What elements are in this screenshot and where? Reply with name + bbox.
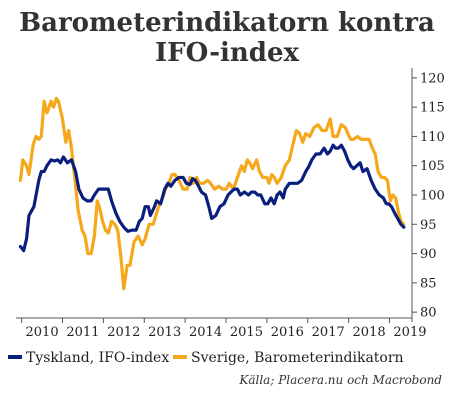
- legend-label-sverige: Sverige, Barometerindikatorn: [191, 350, 404, 366]
- legend: Tyskland, IFO-index Sverige, Barometerin…: [8, 350, 404, 366]
- legend-label-tyskland: Tyskland, IFO-index: [26, 350, 169, 366]
- y-tick-label: 90: [420, 247, 437, 262]
- y-tick-label: 120: [420, 71, 445, 86]
- y-tick-label: 80: [420, 306, 437, 321]
- y-tick-label: 85: [420, 276, 437, 291]
- x-axis: 2010 2011 2012 2013 2014 2015 2016 2017 2018 2019: [16, 317, 427, 340]
- x-tick-label: 2018: [353, 325, 386, 340]
- x-tick-label: 2011: [66, 325, 99, 340]
- y-tick-label: 105: [420, 159, 445, 174]
- chart-title-line-1: Barometerindikatorn kontra: [19, 8, 435, 38]
- y-tick-label: 110: [420, 130, 445, 145]
- y-tick-label: 100: [420, 189, 445, 204]
- x-tick-label: 2016: [271, 325, 304, 340]
- x-tick-label: 2015: [230, 325, 263, 340]
- plot-area: [18, 96, 406, 291]
- x-tick-label: 2013: [148, 325, 181, 340]
- x-tick-label: 2017: [312, 325, 345, 340]
- series-line-sverige: [18, 96, 406, 291]
- x-tick-label: 2012: [107, 325, 140, 340]
- series-line-tyskland: [18, 143, 406, 253]
- chart-title-line-2: IFO-index: [155, 38, 300, 68]
- x-tick-label: 2019: [393, 325, 426, 340]
- x-tick-label: 2010: [26, 325, 59, 340]
- y-axis: 80 85 90 95 100 105 110 115 120: [411, 68, 445, 322]
- y-tick-label: 115: [420, 101, 445, 116]
- source-note: Källa; Placera.nu och Macrobond: [238, 373, 442, 387]
- x-tick-label: 2014: [189, 325, 222, 340]
- y-tick-label: 95: [420, 218, 437, 233]
